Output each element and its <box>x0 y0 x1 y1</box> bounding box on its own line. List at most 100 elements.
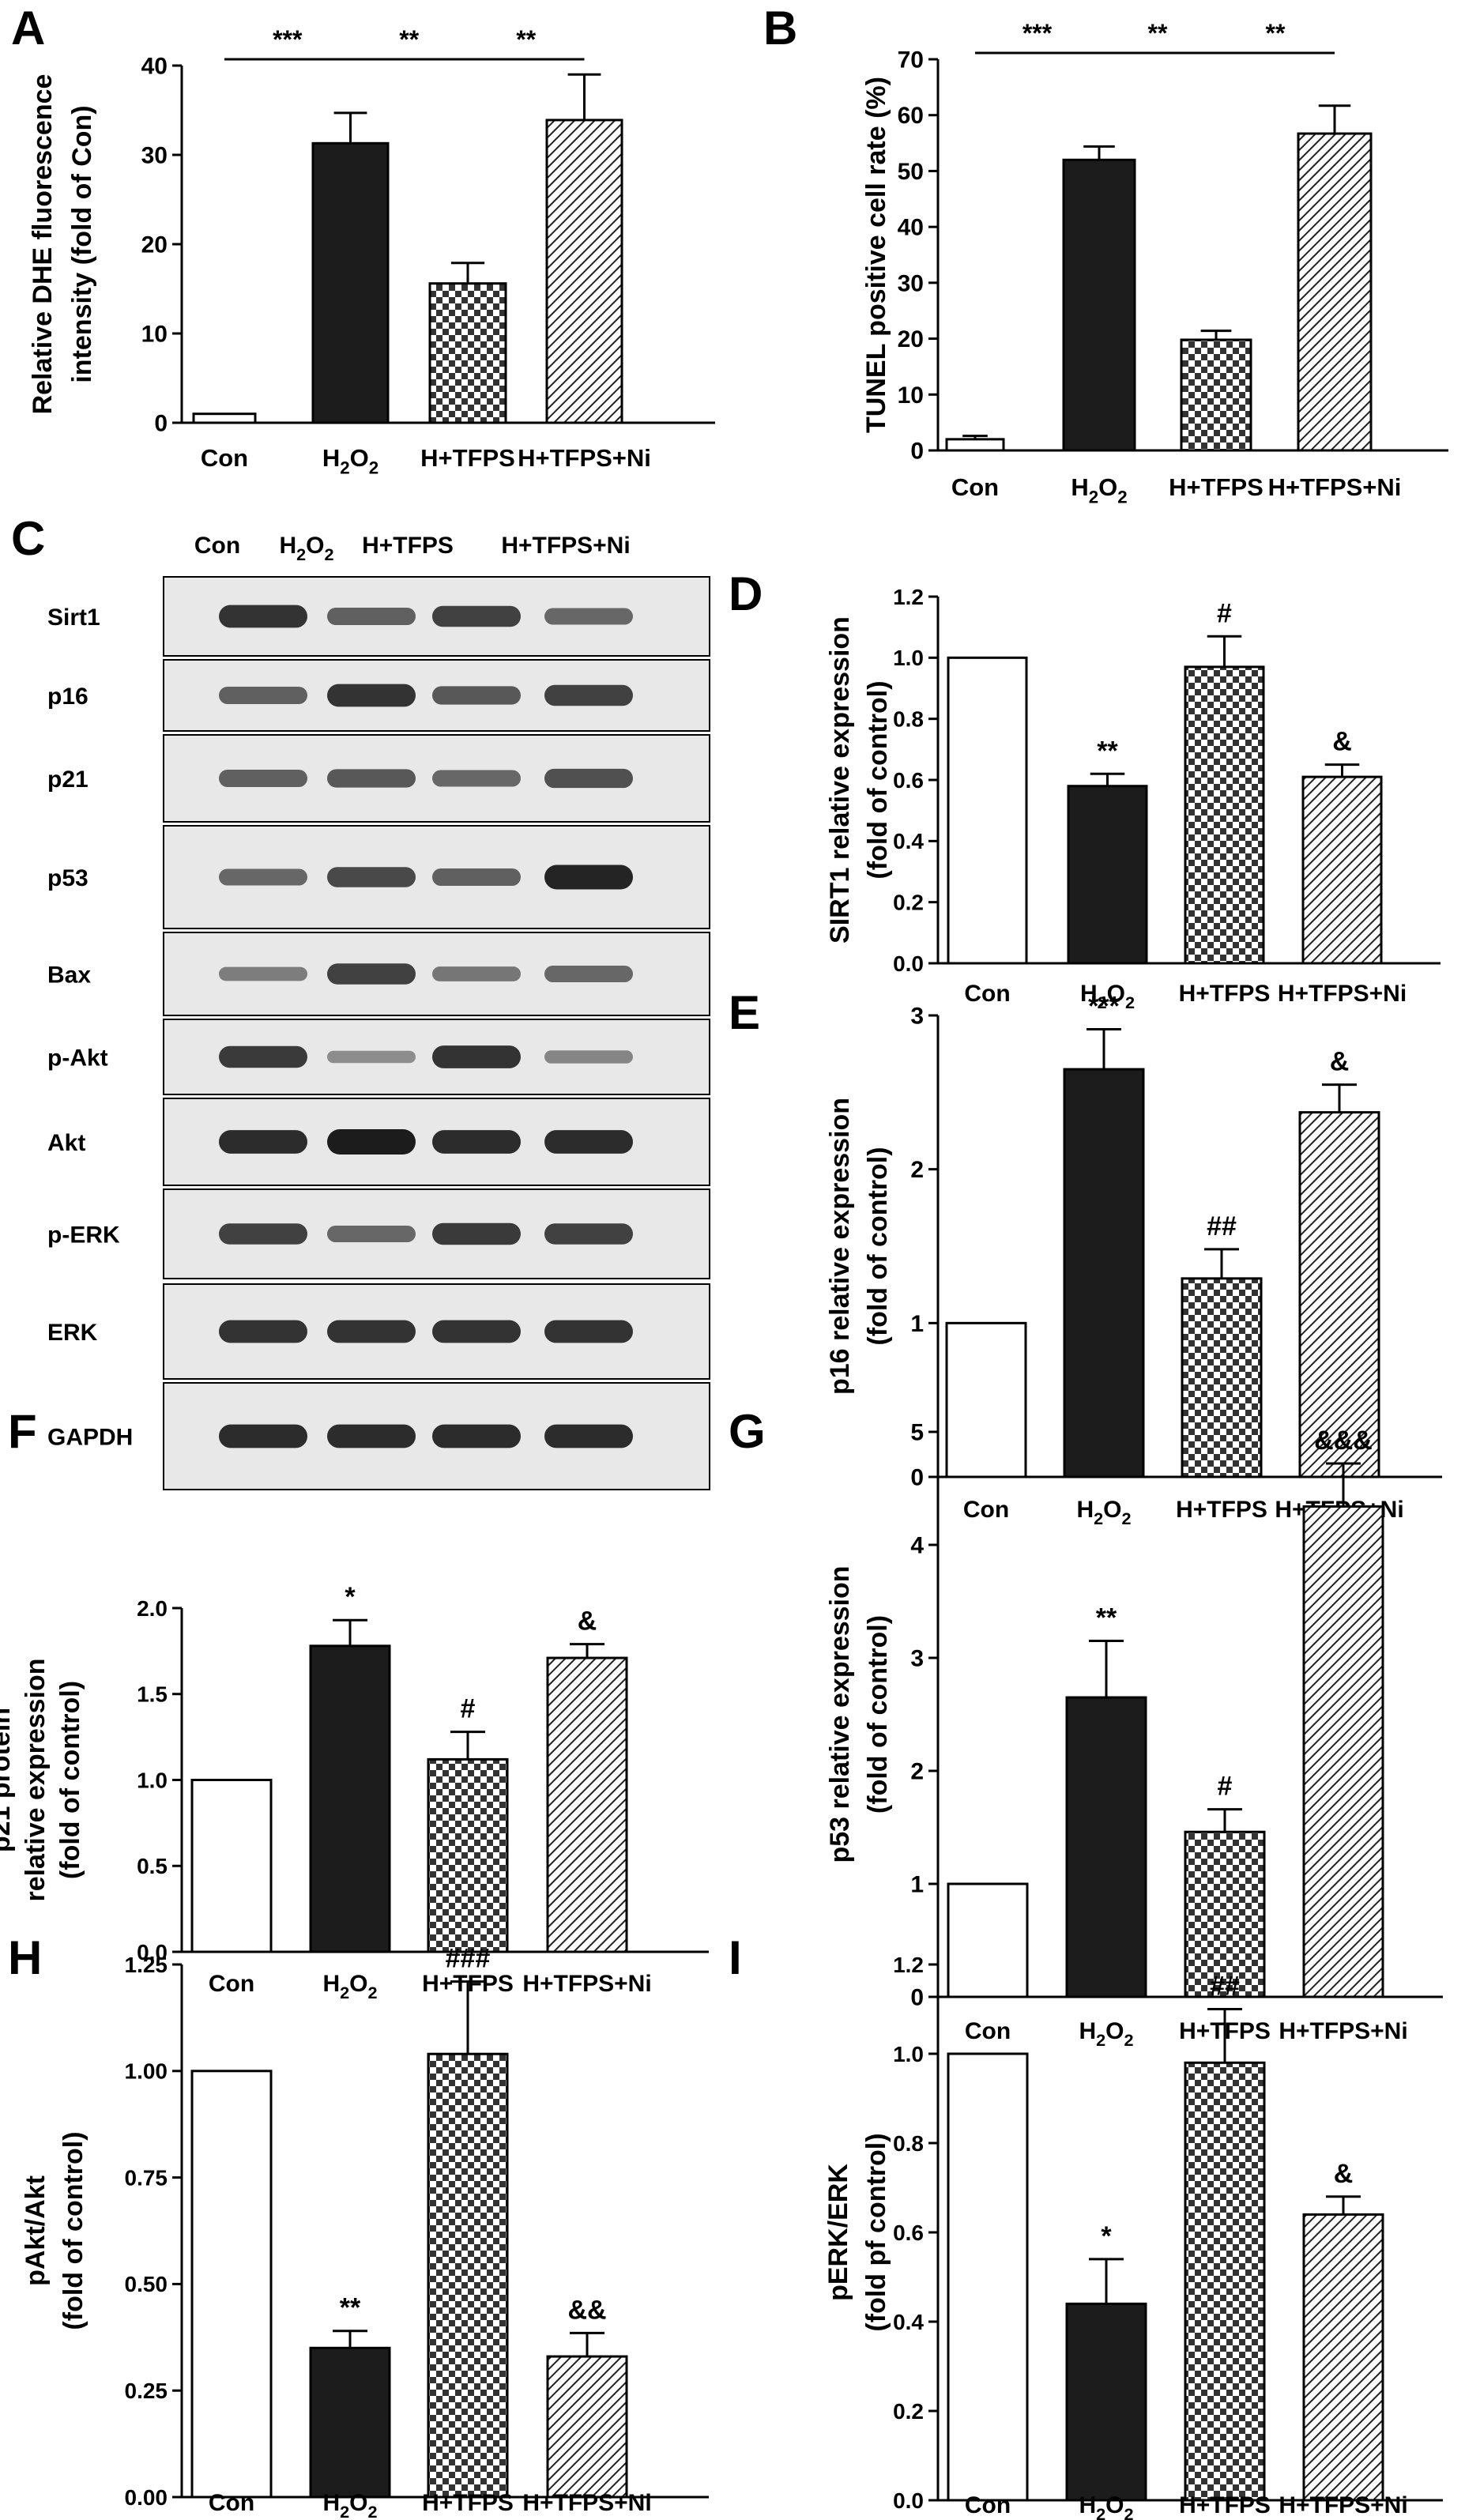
blot-band <box>544 608 633 625</box>
y-tick-label: 3 <box>910 1646 924 1672</box>
chart-panel-h-pakt: 0.00 0.25 0.50 0.75 1.00 1.25 pAkt/Akt (fold of… <box>21 1944 709 2520</box>
x-tick-label-h-tfps: H+TFPS <box>422 2490 514 2516</box>
significance-mark: * <box>345 1582 356 1612</box>
bar-h-tfps-ni <box>1301 775 1383 965</box>
y-tick-label: 0.50 <box>125 2272 168 2296</box>
bar-h-tfps <box>427 2052 509 2499</box>
y-tick-label: 30 <box>898 270 924 296</box>
significance-mark: && <box>567 2295 606 2325</box>
x-tick-label-h-tfps: H+TFPS <box>1176 1497 1267 1523</box>
y-tick-label: 40 <box>141 54 168 80</box>
y-axis-title-line: SIRT1 relative expression <box>825 616 855 944</box>
significance-mark: & <box>1332 727 1352 757</box>
y-tick-label: 0.2 <box>893 2399 924 2424</box>
y-tick-label: 3 <box>910 1004 924 1030</box>
significance-mark: &&& <box>1314 1426 1373 1456</box>
h2o2-part: O <box>1107 981 1125 1007</box>
blot-row-label: Bax <box>47 962 91 989</box>
bar-h-tfps <box>1184 1830 1266 1998</box>
y-tick-label: 1.2 <box>893 1953 924 1977</box>
comparison-label: ** <box>1266 19 1286 47</box>
y-tick-label: 0.0 <box>137 1940 168 1964</box>
blot-row-akt: Akt <box>47 1098 710 1186</box>
blot-row-sirt1: Sirt1 <box>47 576 710 657</box>
h2o2-part: H <box>322 1971 340 1997</box>
blot-band <box>544 966 633 982</box>
h2o2-part: 2 <box>1124 2504 1134 2520</box>
h2o2-part: H <box>1079 2492 1096 2518</box>
x-tick-label-h-tfps-ni: H+TFPS+Ni <box>1268 473 1402 501</box>
x-tick-label-h2o2: H2O2 <box>1080 981 1135 1012</box>
bar-h2o2 <box>311 141 390 424</box>
blot-band <box>219 966 307 981</box>
blot-band <box>544 684 633 706</box>
significance-mark: & <box>1334 2159 1354 2189</box>
y-axis-title-line: (fold of control) <box>55 1681 85 1879</box>
h2o2-part: 2 <box>1096 2030 1105 2050</box>
significance-mark: # <box>1217 598 1232 628</box>
comparison-label: *** <box>273 25 303 54</box>
y-axis-title-line: intensity (fold of Con) <box>67 105 97 382</box>
h2o2-part: O <box>1105 2492 1124 2518</box>
y-tick-label: 0.00 <box>125 2485 168 2510</box>
blot-row-label: p16 <box>47 684 89 710</box>
blot-band <box>432 1320 521 1343</box>
y-axis-title-line: pAkt/Akt <box>21 2175 51 2286</box>
bar-con <box>947 1882 1029 1998</box>
blot-band <box>432 770 521 787</box>
blot-row-erk: ERK <box>47 1283 710 1380</box>
blot-band <box>432 1045 521 1068</box>
y-tick-label: 1.0 <box>137 1768 168 1792</box>
panel-letter-c: C <box>11 512 45 565</box>
blot-row-label: p53 <box>47 865 89 891</box>
bar-con <box>945 1321 1027 1478</box>
x-tick-label-con: Con <box>964 981 1010 1007</box>
y-tick-label: 1.0 <box>893 2042 924 2066</box>
blot-band <box>327 1129 416 1155</box>
significance-mark: ** <box>1096 1603 1117 1633</box>
h2o2-part: O <box>1105 2018 1124 2044</box>
h2o2-part: H <box>1080 981 1098 1007</box>
blot-band <box>432 1424 521 1448</box>
y-axis-title-line: relative expression <box>21 1658 51 1901</box>
h2o2-part: O <box>1098 473 1117 501</box>
significance-mark: # <box>1218 1772 1233 1802</box>
panel-letter-f: F <box>8 1405 37 1458</box>
blot-band <box>327 1226 416 1242</box>
y-tick-label: 10 <box>141 322 168 348</box>
lane-label-h2o2: H2O2 <box>279 533 333 564</box>
y-axis-title-line: (fold of control) <box>863 680 893 879</box>
bar-h-tfps-ni <box>1297 132 1373 452</box>
x-tick-label-h-tfps-ni: H+TFPS+Ni <box>1279 2492 1407 2518</box>
y-tick-label: 0.0 <box>893 2488 924 2513</box>
x-tick-label-h2o2: H2O2 <box>322 2490 377 2520</box>
bar-h-tfps-ni <box>1302 2213 1384 2502</box>
bar-h2o2 <box>309 2346 391 2499</box>
y-axis-title-line: p21 protein <box>0 1708 16 1852</box>
y-tick-label: 1.25 <box>125 1953 168 1977</box>
panel-letter-i: I <box>729 1931 742 1984</box>
y-tick-label: 4 <box>910 1533 924 1559</box>
x-tick-label-h-tfps-ni: H+TFPS+Ni <box>1278 981 1407 1007</box>
comparison-label: ** <box>399 25 419 54</box>
y-tick-label: 0.75 <box>125 2165 168 2190</box>
y-tick-label: 30 <box>141 143 168 169</box>
chart-panel-e-p16: 0 1 2 3 p16 relative expression (fold of cont… <box>825 992 1442 1528</box>
blot-row-label: GAPDH <box>47 1425 133 1451</box>
h2o2-part: 2 <box>1117 487 1127 507</box>
chart-panel-g-p53: 0 1 2 3 4 5 p53 relative expression (fold of co… <box>825 1420 1443 2050</box>
blot-band <box>327 1050 416 1064</box>
blot-row-bax: Bax <box>47 932 710 1016</box>
blot-band <box>544 864 633 890</box>
x-tick-label-h2o2: H2O2 <box>1079 2492 1133 2520</box>
significance-mark: & <box>1330 1047 1350 1077</box>
blot-row-p53: p53 <box>47 825 710 929</box>
y-tick-label: 0 <box>910 1985 924 2011</box>
blot-row-p16: p16 <box>47 659 710 732</box>
y-tick-label: 0.6 <box>893 2221 924 2245</box>
blot-band <box>219 686 307 705</box>
blot-row-label: Akt <box>47 1130 85 1156</box>
y-axis-title-line: (fold of control) <box>58 2131 89 2330</box>
blot-row-p-erk: p-ERK <box>47 1188 710 1279</box>
